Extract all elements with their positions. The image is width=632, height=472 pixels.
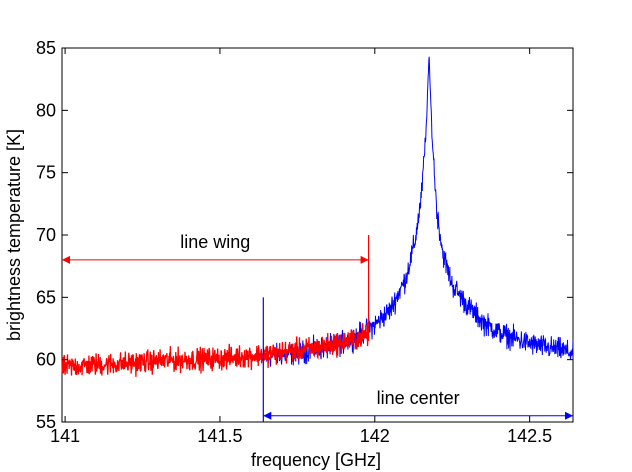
annotation-arrowhead-right-wing [360,255,369,264]
y-tick-label: 60 [36,350,56,370]
annotation-layer: line wing line center [62,232,573,422]
annotation-arrowhead-right-center [565,411,573,420]
annotation-label-center: line center [377,388,460,408]
y-tick-label: 75 [36,163,56,183]
y-tick-label: 55 [36,412,56,432]
series-line-blue [262,56,574,367]
y-tick-label: 65 [36,287,56,307]
x-tick-label: 142.5 [507,426,552,446]
x-tick-label: 141 [50,426,80,446]
y-tick-label: 70 [36,225,56,245]
y-tick-label: 85 [36,38,56,58]
axes-layer: 141 141.5 142 142.5 55 60 65 70 75 80 85 [36,38,573,446]
x-axis-label: frequency [GHz] [251,450,381,470]
y-axis-label: brightness temperature [K] [4,129,24,341]
annotation-arrowhead-left-center [263,411,272,420]
annotation-arrowhead-left-wing [62,255,70,264]
x-tick-label: 141.5 [197,426,242,446]
y-tick-label: 80 [36,100,56,120]
x-tick-label: 142 [360,426,390,446]
series-line-red [61,322,370,377]
annotation-label-wing: line wing [180,232,250,252]
series-layer [61,56,574,377]
